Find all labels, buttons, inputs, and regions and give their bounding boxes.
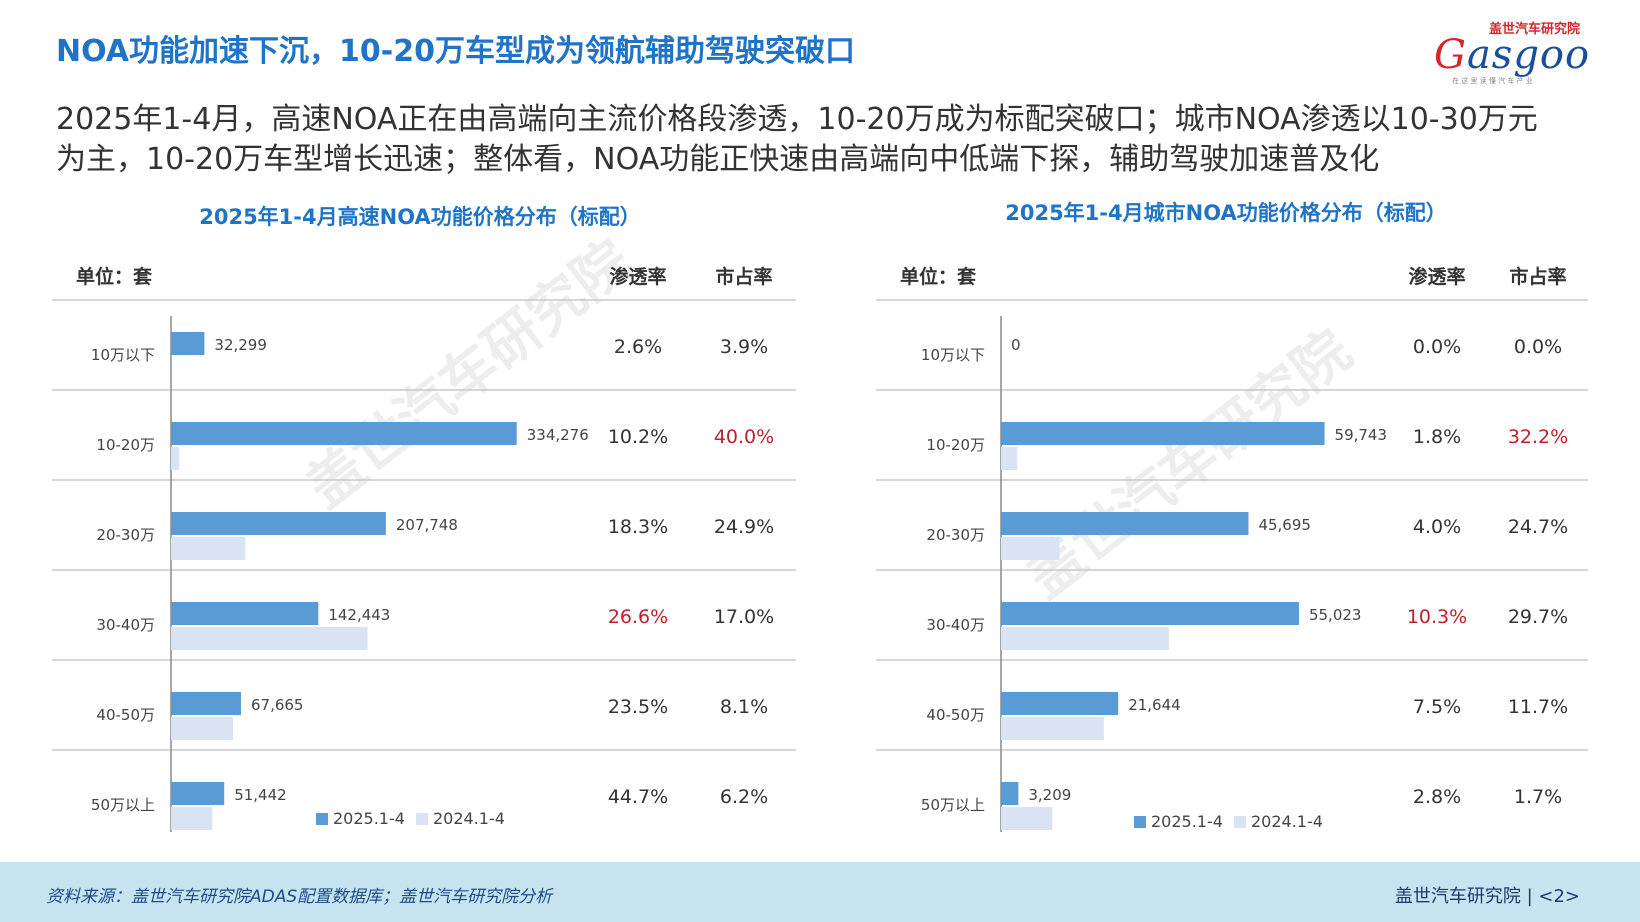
chart2-value-label: 21,644 (1128, 696, 1181, 714)
chart1-value-label: 142,443 (328, 606, 390, 624)
chart2-value-label: 0 (1011, 336, 1021, 354)
chart1-bar-2025 (171, 782, 225, 805)
chart1-bar-2024 (171, 627, 368, 650)
chart2-penetration-value: 10.3% (1407, 606, 1467, 628)
chart2-bar-2024 (1001, 537, 1060, 560)
chart2-header-penetration: 渗透率 (1408, 265, 1465, 288)
chart2-share-value: 1.7% (1514, 786, 1562, 808)
chart1-penetration-value: 26.6% (608, 606, 668, 628)
chart2-title: 2025年1-4月城市NOA功能价格分布（标配） (1005, 201, 1447, 225)
chart1-legend-2024: 2024.1-4 (433, 809, 505, 828)
logo-en-text: Gasgoo (1434, 32, 1590, 78)
chart2-penetration-value: 0.0% (1413, 336, 1461, 358)
chart2-penetration-value: 2.8% (1413, 786, 1461, 808)
subtitle-line-2: 为主，10-20万车型增长迅速；整体看，NOA功能正快速由高端向中低端下探，辅助… (56, 142, 1380, 177)
chart1-share-value: 17.0% (714, 606, 774, 628)
chart1-penetration-value: 10.2% (608, 426, 668, 448)
chart2-legend-2024: 2024.1-4 (1251, 812, 1323, 831)
subtitle-line-1: 2025年1-4月，高速NOA正在由高端向主流价格段渗透，10-20万成为标配突… (56, 102, 1538, 137)
chart1-title: 2025年1-4月高速NOA功能价格分布（标配） (199, 205, 641, 229)
chart2-share-value: 24.7% (1508, 516, 1568, 538)
chart1-share-value: 40.0% (714, 426, 774, 448)
chart1-bar-2025 (171, 332, 205, 355)
chart2-legend-swatch-2025 (1134, 816, 1146, 828)
chart1-share-value: 6.2% (720, 786, 768, 808)
chart2-bar-2025 (1001, 782, 1019, 805)
chart1-bar-2024 (171, 807, 213, 830)
chart2-penetration-value: 4.0% (1413, 516, 1461, 538)
chart2-bar-2024 (1001, 807, 1053, 830)
footer-source: 资料来源：盖世汽车研究院ADAS配置数据库；盖世汽车研究院分析 (46, 887, 553, 907)
chart2-category-label: 50万以上 (921, 796, 985, 814)
logo-slogan: 在 这 里 读 懂 汽 车 产 业 (1452, 77, 1533, 85)
chart1-category-label: 20-30万 (96, 526, 155, 544)
chart1-penetration-value: 18.3% (608, 516, 668, 538)
chart2-category-label: 20-30万 (926, 526, 985, 544)
chart2-value-label: 55,023 (1309, 606, 1362, 624)
page-subtitle: 2025年1-4月，高速NOA正在由高端向主流价格段渗透，10-20万成为标配突… (56, 100, 1596, 180)
chart1-value-label: 32,299 (214, 336, 266, 354)
chart1-category-label: 30-40万 (96, 616, 155, 634)
chart1-bar-2024 (171, 447, 180, 470)
chart1-value-label: 67,665 (251, 696, 303, 714)
chart1-category-label: 10万以下 (91, 346, 155, 364)
logo-en-rest: asgoo (1466, 32, 1591, 78)
chart2-category-label: 40-50万 (926, 706, 985, 724)
chart2-value-label: 59,743 (1335, 426, 1388, 444)
chart1-bar-2025 (171, 422, 517, 445)
footer-bar: 资料来源：盖世汽车研究院ADAS配置数据库；盖世汽车研究院分析 盖世汽车研究院 … (0, 862, 1640, 922)
chart1-legend-swatch-2024 (416, 813, 428, 825)
chart1-penetration-value: 44.7% (608, 786, 668, 808)
chart1-category-label: 10-20万 (96, 436, 155, 454)
chart2-value-label: 45,695 (1258, 516, 1311, 534)
chart2-unit-label: 单位：套 (900, 265, 977, 288)
chart2-value-label: 3,209 (1028, 786, 1071, 804)
chart1-bar-2024 (171, 537, 246, 560)
chart2-bar-2024 (1001, 717, 1104, 740)
chart2-share-value: 29.7% (1508, 606, 1568, 628)
chart1-share-value: 8.1% (720, 696, 768, 718)
chart1-value-label: 207,748 (396, 516, 458, 534)
chart2-category-label: 10-20万 (926, 436, 985, 454)
chart1-bar-2025 (171, 602, 319, 625)
chart1-bar-2025 (171, 692, 241, 715)
chart2-share-value: 32.2% (1508, 426, 1568, 448)
chart2-bar-2024 (1001, 627, 1169, 650)
chart1-category-label: 40-50万 (96, 706, 155, 724)
chart2-penetration-value: 1.8% (1413, 426, 1461, 448)
chart2-share-value: 11.7% (1508, 696, 1568, 718)
chart1-value-label: 51,442 (234, 786, 287, 804)
chart1-penetration-value: 23.5% (608, 696, 668, 718)
chart1-value-label: 334,276 (527, 426, 589, 444)
chart2-legend-swatch-2024 (1234, 816, 1246, 828)
footer-org-page: 盖世汽车研究院 | <2> (1394, 886, 1580, 907)
chart1-penetration-value: 2.6% (614, 336, 662, 358)
chart2-bar-2024 (1001, 447, 1018, 470)
gasgoo-logo: 盖世汽车研究院 Gasgoo 在 这 里 读 懂 汽 车 产 业 (1422, 14, 1618, 85)
chart2-penetration-value: 7.5% (1413, 696, 1461, 718)
chart2-bar-2025 (1001, 692, 1119, 715)
chart2-share-value: 0.0% (1514, 336, 1562, 358)
chart2-category-label: 30-40万 (926, 616, 985, 634)
chart2-header-share: 市占率 (1509, 265, 1566, 288)
chart1-share-value: 3.9% (720, 336, 768, 358)
page-title: NOA功能加速下沉，10-20万车型成为领航辅助驾驶突破口 (56, 34, 855, 69)
chart2-category-label: 10万以下 (921, 346, 985, 364)
chart1-legend-swatch-2025 (316, 813, 328, 825)
logo-g-letter: G (1434, 32, 1467, 78)
chart2-bar-2025 (1001, 422, 1325, 445)
chart1-bar-2025 (171, 512, 386, 535)
charts-canvas: 2025年1-4月高速NOA功能价格分布（标配） 单位：套 渗透率 市占率 10万以下 3… (52, 201, 1588, 832)
chart2-bar-2025 (1001, 512, 1249, 535)
chart2-bar-2025 (1001, 602, 1299, 625)
chart1-unit-label: 单位：套 (76, 265, 153, 288)
chart1-header-share: 市占率 (715, 265, 772, 288)
chart1-header-penetration: 渗透率 (609, 265, 666, 288)
chart1-bar-2024 (171, 717, 234, 740)
chart1-share-value: 24.9% (714, 516, 774, 538)
chart2-legend-2025: 2025.1-4 (1151, 812, 1223, 831)
chart1-legend-2025: 2025.1-4 (333, 809, 405, 828)
logo-cn-text: 盖世汽车研究院 (1488, 22, 1580, 37)
chart1-category-label: 50万以上 (91, 796, 155, 814)
